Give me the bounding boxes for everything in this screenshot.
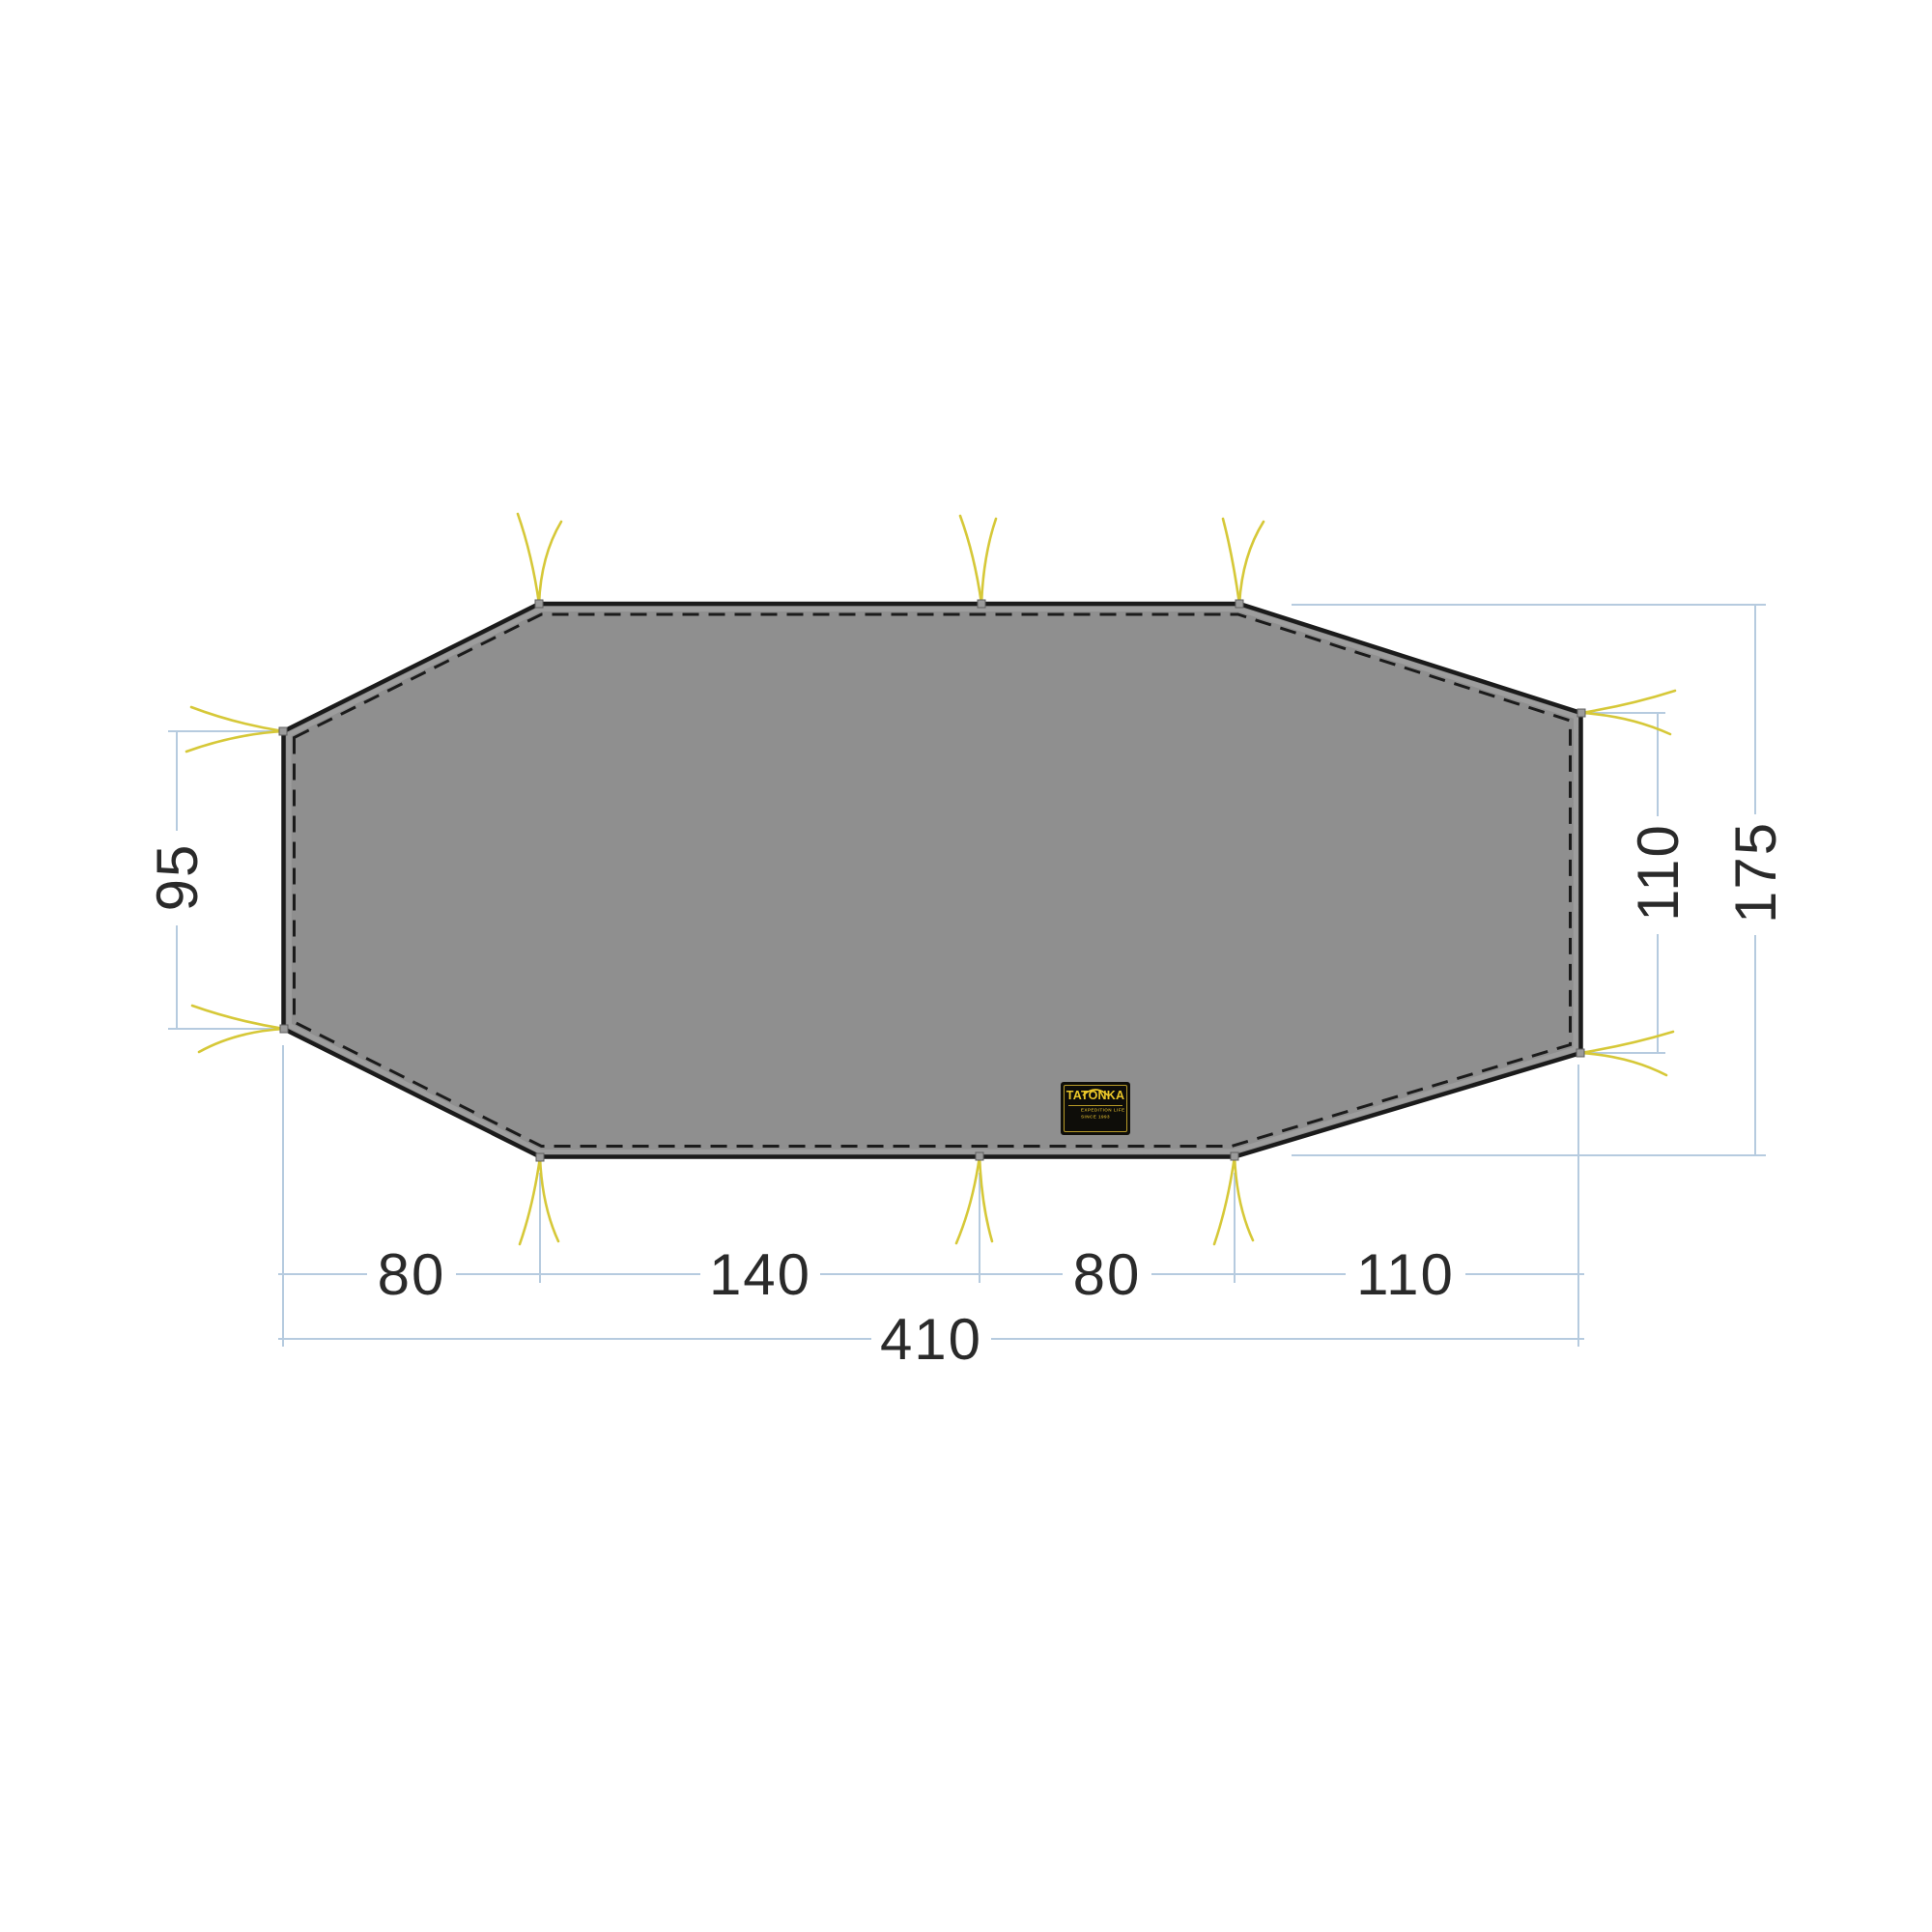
bison-arc-icon (1082, 1089, 1109, 1096)
label-gap (871, 1311, 991, 1367)
guy-line (1212, 1154, 1236, 1246)
tatonka-brand-label: TATONKA EXPEDITION LIFE SINCE 1993 (1061, 1082, 1130, 1135)
dim-label-bottom-segment-1: 80 (378, 1242, 446, 1307)
guy-line (538, 1155, 560, 1243)
logo-since-text: SINCE 1993 (1081, 1114, 1110, 1120)
label-gap (1630, 816, 1686, 934)
guy-line (958, 514, 983, 606)
dim-label-bottom-segment-3: 80 (1073, 1242, 1142, 1307)
anchor-marker (977, 599, 986, 609)
dim-label-bottom-segment-2: 140 (709, 1242, 811, 1307)
label-gap (1727, 814, 1783, 935)
tarp-stitch-line (293, 612, 1572, 1148)
guy-line (1237, 520, 1265, 606)
guy-loop-bottom-right-corner (1212, 1151, 1255, 1246)
dim-label-total-height: 175 (1723, 821, 1788, 923)
guy-line (1233, 1154, 1255, 1242)
guy-loop-right-top (1577, 689, 1677, 736)
tarp-hem-line (286, 607, 1579, 1155)
label-gap (149, 831, 205, 925)
logo-tagline-text: EXPEDITION LIFE (1080, 1107, 1125, 1113)
dim-label-bottom-segment-4: 110 (1356, 1242, 1455, 1307)
logo-brand-text: TATONKA (1065, 1089, 1125, 1102)
guy-line (189, 705, 285, 733)
guy-line (1579, 711, 1672, 736)
logo-separator (1068, 1105, 1122, 1106)
guy-line (954, 1154, 981, 1245)
anchor-marker (534, 599, 544, 609)
anchor-marker (279, 1024, 289, 1034)
guy-line (1578, 1030, 1675, 1055)
guy-line (1221, 517, 1241, 606)
dim-label-total-width: 410 (880, 1307, 982, 1372)
guy-line (190, 1004, 286, 1031)
label-gap (1063, 1246, 1151, 1302)
guy-loop-left-bottom (190, 1004, 289, 1054)
guy-line (1578, 1051, 1668, 1077)
guy-line (537, 520, 563, 606)
anchor-marker (975, 1151, 984, 1161)
guy-loop-top-right-corner (1221, 517, 1265, 609)
anchor-marker (278, 726, 288, 736)
guy-loop-bottom-left-corner (518, 1152, 560, 1246)
anchor-marker (1230, 1151, 1239, 1161)
guy-line (980, 517, 998, 606)
label-gap (367, 1246, 456, 1302)
guy-loop-top-left-corner (516, 512, 563, 609)
guy-line (516, 512, 541, 606)
guy-loop-left-top (185, 705, 288, 753)
guy-line (197, 1027, 286, 1054)
guy-loop-right-bottom (1576, 1030, 1675, 1077)
guy-loop-top-middle (958, 514, 998, 609)
guy-line (518, 1155, 542, 1246)
tarp-outline (281, 601, 1583, 1159)
guy-line (185, 729, 285, 753)
logo-tagline: EXPEDITION LIFE (1061, 1108, 1130, 1115)
anchor-marker (1235, 599, 1244, 609)
guy-line (1579, 689, 1677, 715)
dim-label-left-height: 95 (145, 843, 210, 912)
guy-loop-bottom-middle (954, 1151, 994, 1245)
label-gap (700, 1246, 820, 1302)
label-gap (1346, 1246, 1465, 1302)
dim-label-right-panel-height: 110 (1626, 823, 1690, 922)
anchor-marker (535, 1152, 545, 1162)
anchor-marker (1576, 1048, 1585, 1058)
logo-since: SINCE 1993 (1061, 1115, 1130, 1122)
guy-line (978, 1154, 994, 1243)
anchor-marker (1577, 708, 1586, 718)
